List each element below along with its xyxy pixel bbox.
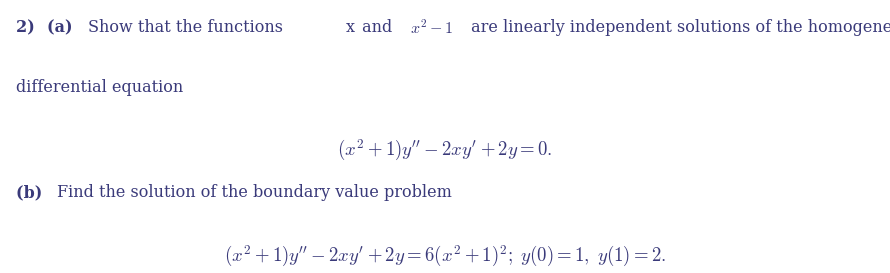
Text: $(x^2 + 1)y'' - 2xy' + 2y = 6(x^2 + 1)^2;\; y(0) = 1,\; y(1) = 2.$: $(x^2 + 1)y'' - 2xy' + 2y = 6(x^2 + 1)^2… <box>224 244 666 269</box>
Text: x: x <box>346 19 355 36</box>
Text: differential equation: differential equation <box>16 79 183 96</box>
Text: (b): (b) <box>16 184 48 201</box>
Text: $x^2-1$: $x^2-1$ <box>409 19 453 37</box>
Text: (a): (a) <box>47 19 78 36</box>
Text: $(x^2 + 1)y'' - 2xy' + 2y = 0.$: $(x^2 + 1)y'' - 2xy' + 2y = 0.$ <box>337 138 553 163</box>
Text: Find the solution of the boundary value problem: Find the solution of the boundary value … <box>57 184 452 201</box>
Text: are linearly independent solutions of the homogeneous: are linearly independent solutions of th… <box>465 19 890 36</box>
Text: 2): 2) <box>16 19 40 36</box>
Text: Show that the functions: Show that the functions <box>87 19 287 36</box>
Text: and: and <box>358 19 398 36</box>
